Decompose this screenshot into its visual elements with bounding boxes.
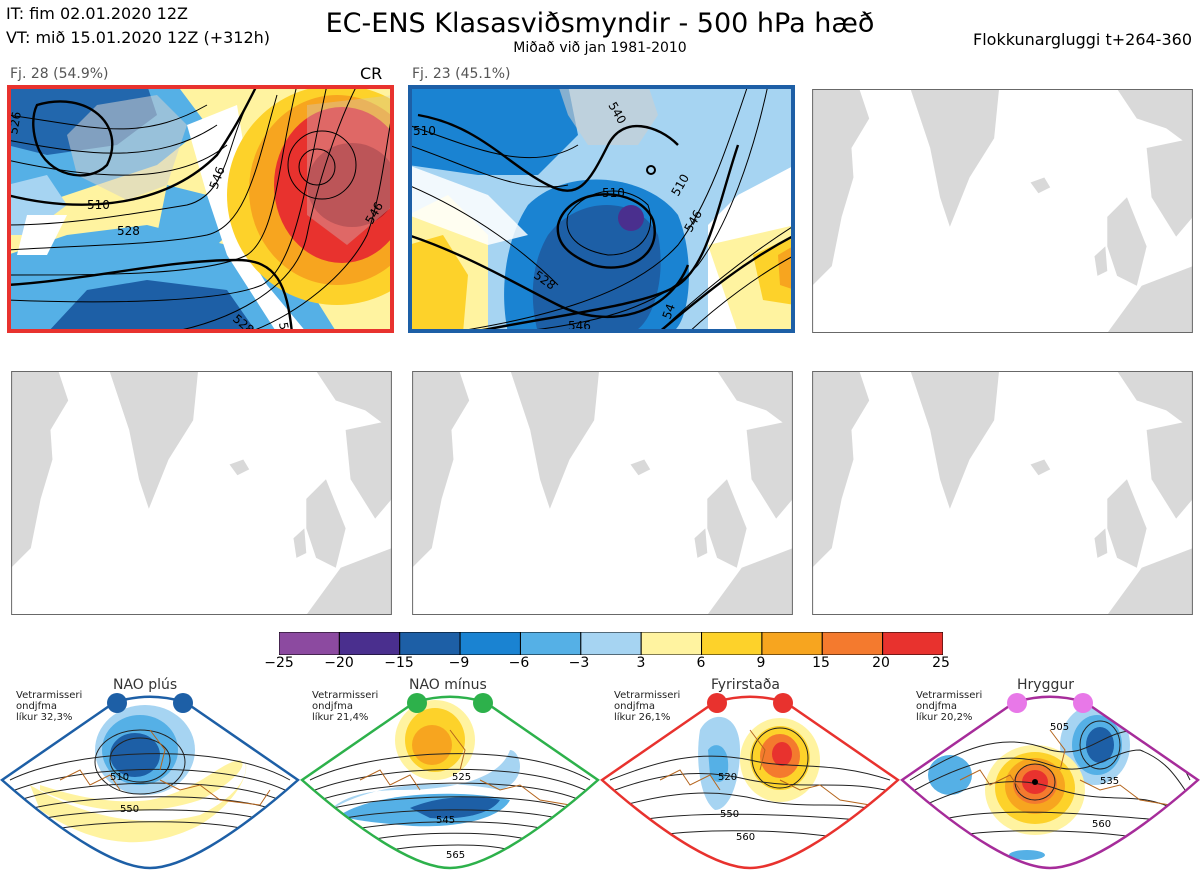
regime-3-info: Vetrarmisseri ondjfma líkur 26,1% [614, 690, 680, 723]
contour-label: 550 [720, 809, 739, 820]
contour-label: 535 [1100, 776, 1119, 787]
colorbar-tick: 9 [756, 655, 766, 671]
cluster-4-map [11, 371, 392, 615]
colorbar-swatch [399, 632, 461, 655]
colorbar-swatch [580, 632, 642, 655]
colorbar-tick: 15 [812, 655, 830, 671]
classification-window: Flokkunargluggi t+264-360 [973, 30, 1192, 49]
regime-info-line: Vetrarmisseri [312, 690, 379, 701]
cluster-1-label: Fj. 28 (54.9%) [10, 66, 109, 82]
cluster-6-map [812, 371, 1193, 615]
regime-1-info: Vetrarmisseri ondjfma líkur 32,3% [16, 690, 82, 723]
colorbar-swatch [279, 632, 340, 655]
colorbar-tick: −6 [508, 655, 530, 671]
initial-time: IT: fim 02.01.2020 12Z [6, 4, 188, 23]
valid-time: VT: mið 15.01.2020 12Z (+312h) [6, 28, 271, 47]
colorbar-tick: −9 [448, 655, 470, 671]
colorbar-swatch [338, 632, 401, 655]
colorbar-tick: 20 [872, 655, 890, 671]
cluster-1-map: 526 510 528 546 546 528 54 [7, 85, 394, 333]
regime-2-map: 525 545 565 [300, 693, 600, 870]
page-subtitle: Miðað við jan 1981-2010 [513, 40, 687, 56]
colorbar-swatch [701, 632, 763, 655]
colorbar-ticks: −25 −20 −15 −9 −6 −3 3 6 9 15 20 25 [264, 655, 950, 675]
contour-label: 560 [736, 832, 755, 843]
regime-info-line: ondjfma [312, 701, 353, 712]
contour-label: 550 [120, 804, 139, 815]
anomaly-colorbar [279, 632, 943, 655]
cluster-1-tag: CR [360, 64, 383, 83]
regime-info-line: líkur 21,4% [312, 712, 369, 723]
cluster-2-label: Fj. 23 (45.1%) [412, 66, 511, 82]
colorbar-swatch [821, 632, 884, 655]
cluster-3-map [812, 89, 1193, 333]
page-title: EC-ENS Klasasviðsmyndir - 500 hPa hæð [325, 8, 875, 39]
regime-info-line: ondjfma [614, 701, 655, 712]
contour-label: 545 [436, 815, 455, 826]
regime-1-name: NAO plús [113, 677, 178, 693]
regime-info-line: Vetrarmisseri [16, 690, 83, 701]
regime-4-name: Hryggur [1017, 677, 1074, 693]
regime-info-line: líkur 32,3% [16, 712, 73, 723]
contour-label: 510 [602, 186, 625, 200]
colorbar-swatch [761, 632, 823, 655]
colorbar-tick: −20 [324, 655, 354, 671]
regime-info-line: Vetrarmisseri [614, 690, 681, 701]
cluster-2-border [408, 85, 795, 333]
cluster-1-border [7, 85, 394, 333]
contour-label: 505 [1050, 722, 1069, 733]
colorbar-tick: 3 [636, 655, 646, 671]
colorbar-tick: −15 [384, 655, 414, 671]
contour-label: 528 [117, 224, 140, 238]
colorbar-tick: −3 [568, 655, 590, 671]
regime-2-name: NAO mínus [409, 677, 487, 693]
contour-label: 565 [446, 850, 465, 861]
colorbar-swatch [459, 632, 521, 655]
contour-label: 510 [110, 772, 129, 783]
regime-info-line: líkur 26,1% [614, 712, 671, 723]
cluster-5-map [412, 371, 793, 615]
contour-label: 526 [7, 111, 24, 136]
regime-2-info: Vetrarmisseri ondjfma líkur 21,4% [312, 690, 378, 723]
regime-info-line: Vetrarmisseri [916, 690, 983, 701]
regime-info-line: ondjfma [916, 701, 957, 712]
contour-label: 525 [452, 772, 471, 783]
contour-label: 510 [87, 198, 110, 212]
regime-3-map: 520 550 560 [600, 693, 900, 870]
regime-info-line: líkur 20,2% [916, 712, 973, 723]
colorbar-tick: 25 [932, 655, 950, 671]
regime-1-map: 510 550 [0, 693, 300, 870]
contour-label: 520 [718, 772, 737, 783]
contour-label: 560 [1092, 819, 1111, 830]
contour-label: 54 [660, 302, 678, 321]
colorbar-tick: −25 [264, 655, 294, 671]
colorbar-swatch [640, 632, 703, 655]
colorbar-swatch [519, 632, 582, 655]
regime-3-name: Fyrirstaða [711, 677, 780, 693]
cluster-2-map: 540 510 510 528 510 546 546 54 [408, 85, 795, 333]
colorbar-swatch [882, 632, 943, 655]
contour-label: 510 [413, 124, 436, 138]
contour-label: 54 [276, 321, 292, 333]
colorbar-tick: 6 [696, 655, 706, 671]
regime-4-info: Vetrarmisseri ondjfma líkur 20,2% [916, 690, 982, 723]
regime-info-line: ondjfma [16, 701, 57, 712]
regime-4-map: 505 535 560 [900, 693, 1200, 870]
